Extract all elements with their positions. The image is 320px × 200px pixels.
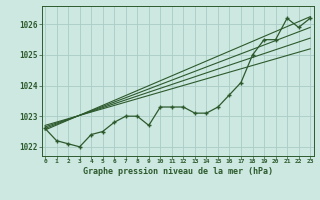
X-axis label: Graphe pression niveau de la mer (hPa): Graphe pression niveau de la mer (hPa) (83, 167, 273, 176)
